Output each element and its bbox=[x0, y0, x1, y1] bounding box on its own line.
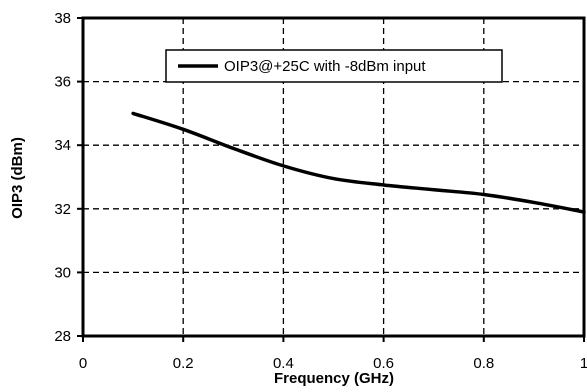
x-tick-label: 0.4 bbox=[273, 355, 294, 372]
y-tick-label: 28 bbox=[54, 328, 71, 345]
x-tick-label: 0 bbox=[79, 355, 87, 372]
y-tick-label: 38 bbox=[54, 10, 71, 27]
series-line bbox=[131, 111, 586, 214]
x-tick-label: 0.2 bbox=[173, 355, 194, 372]
x-axis-title: Frequency (GHz) bbox=[274, 370, 394, 387]
x-tick-label: 0.6 bbox=[373, 355, 394, 372]
y-tick-label: 34 bbox=[54, 137, 71, 154]
legend-box bbox=[165, 49, 503, 83]
plot-frame bbox=[81, 16, 586, 338]
x-tick-label: 0.8 bbox=[473, 355, 494, 372]
y-tick-label: 36 bbox=[54, 74, 71, 91]
legend-label: OIP3@+25C with -8dBm input bbox=[224, 58, 426, 75]
x-tick-label: 1 bbox=[580, 355, 587, 372]
y-axis-title: OIP3 (dBm) bbox=[9, 137, 26, 219]
y-tick-label: 32 bbox=[54, 201, 71, 218]
y-tick-label: 30 bbox=[54, 264, 71, 281]
